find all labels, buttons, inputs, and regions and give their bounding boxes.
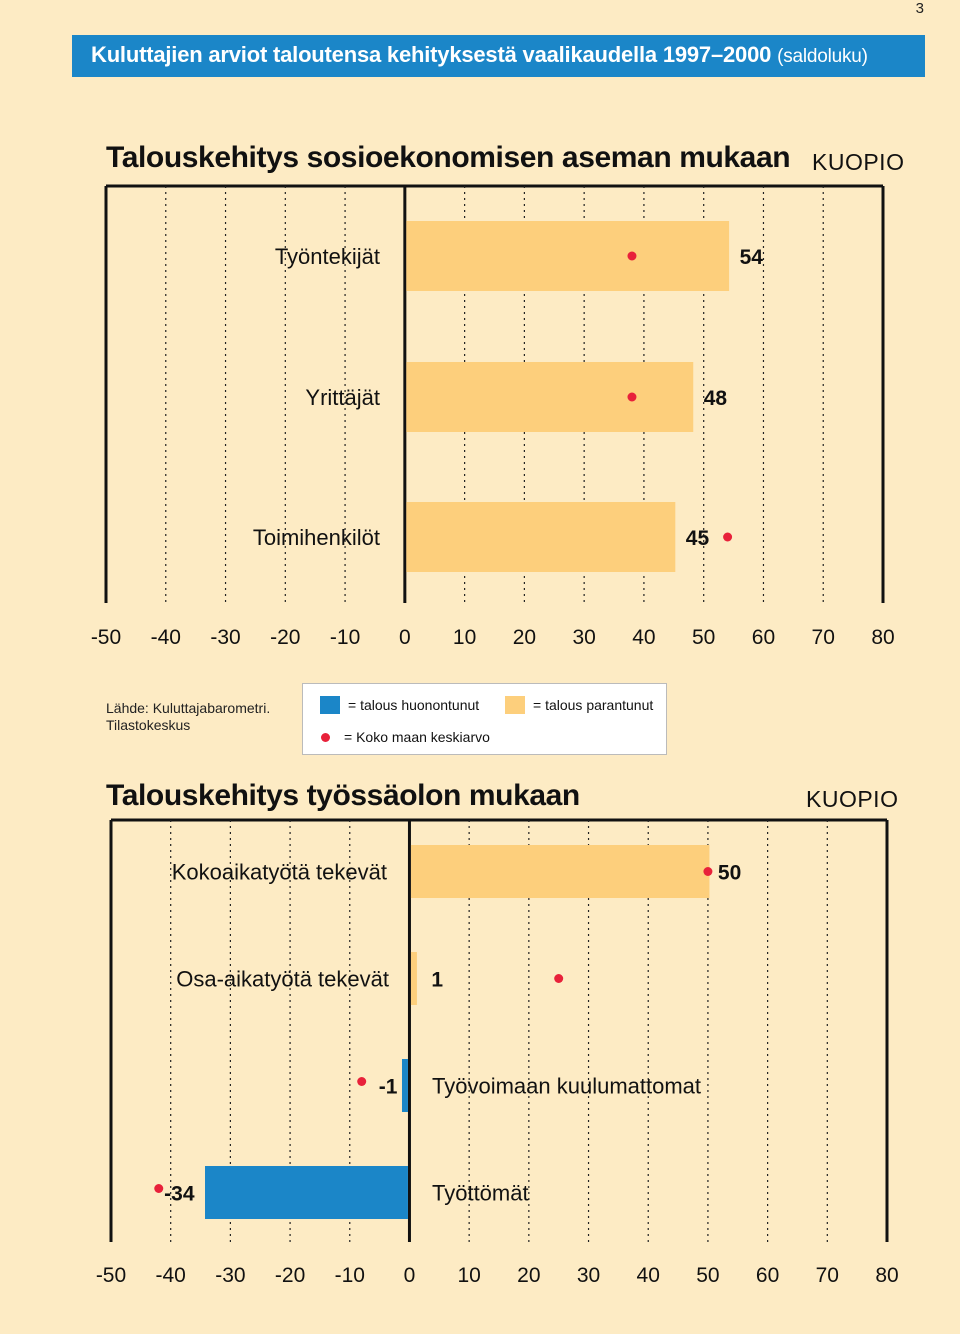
chart1-tick-label: 50 [692, 626, 715, 649]
legend-swatch-worsened [320, 696, 340, 714]
chart1-tick-label: 10 [453, 626, 476, 649]
chart1-value-label: 45 [686, 527, 710, 550]
source-line-1: Lähde: Kuluttajabarometri. [106, 700, 271, 716]
chart2-value-label: 50 [718, 862, 741, 885]
chart2-tick-label: 70 [816, 1264, 839, 1287]
chart2-average-dot [154, 1184, 164, 1193]
chart2-category-label: Kokoaikatyötä tekevät [172, 860, 387, 885]
chart1-tick-label: 0 [399, 626, 411, 649]
legend-item-improved: = talous parantunut [505, 696, 653, 714]
chart2-tick-label: 0 [404, 1264, 416, 1287]
chart1-bar [406, 362, 694, 432]
chart1-category-label: Työntekijät [275, 244, 380, 269]
chart2-average-dot [703, 867, 713, 876]
chart1-tick-label: 30 [572, 626, 595, 649]
chart2-tick-label: -30 [215, 1264, 245, 1287]
banner-suffix: (saldoluku) [777, 46, 868, 67]
chart1-average-dot [723, 532, 733, 542]
page-number: 3 [915, 0, 924, 17]
chart1-tick-label: -10 [330, 626, 360, 649]
chart1-value-label: 54 [740, 246, 764, 269]
source-line-2: Tilastokeskus [106, 717, 191, 733]
chart2-bar [205, 1166, 408, 1219]
chart2-value-label: -34 [164, 1183, 195, 1206]
legend-label-worsened: = talous huonontunut [348, 697, 480, 713]
chart1-average-dot [627, 392, 637, 402]
legend-item-worsened: = talous huonontunut [320, 696, 479, 714]
chart2-tick-label: -40 [156, 1264, 186, 1287]
chart2-value-label: 1 [431, 969, 443, 992]
chart2-title: Talouskehitys työssäolon mukaan [106, 779, 580, 812]
chart2-bar [401, 1059, 408, 1112]
legend-swatch-improved [505, 696, 525, 714]
chart2-category-label: Osa-aikatyötä tekevät [176, 967, 389, 992]
chart2-tick-label: -10 [335, 1264, 365, 1287]
chart1-tick-label: 80 [871, 626, 894, 649]
chart2-category-label: Työvoimaan kuulumattomat [432, 1074, 701, 1099]
chart1-tick-label: -50 [91, 626, 121, 649]
chart2-value-label: -1 [379, 1076, 398, 1099]
chart1-tick-label: -20 [270, 626, 300, 649]
chart1-region: KUOPIO [812, 149, 905, 175]
chart2-region: KUOPIO [806, 786, 899, 812]
chart1-tick-label: -40 [151, 626, 181, 649]
source-note: Lähde: Kuluttajabarometri. Tilastokeskus [106, 700, 296, 734]
chart1-category-label: Yrittäjät [305, 385, 380, 410]
chart1-bar [406, 221, 730, 291]
chart2-tick-label: 40 [637, 1264, 660, 1287]
chart1-tick-label: -30 [210, 626, 240, 649]
legend: = talous huonontunut = talous parantunut… [302, 683, 667, 755]
legend-label-average: = Koko maan keskiarvo [344, 729, 490, 745]
chart2-bar [410, 845, 710, 898]
chart1-title: Talouskehitys sosioekonomisen aseman muk… [106, 141, 791, 174]
chart1-average-dot [627, 251, 637, 261]
chart2-bar [410, 952, 417, 1005]
chart1-tick-label: 60 [752, 626, 775, 649]
chart2-average-dot [357, 1077, 367, 1086]
chart1-category-label: Toimihenkilöt [253, 525, 380, 550]
chart2-tick-label: 50 [696, 1264, 719, 1287]
chart2-tick-label: 10 [457, 1264, 480, 1287]
chart2-tick-label: 30 [577, 1264, 600, 1287]
chart2-tick-label: -20 [275, 1264, 305, 1287]
chart1-bar [406, 502, 676, 572]
chart2-category-label: Työttömät [432, 1181, 529, 1206]
chart1-tick-label: 20 [513, 626, 536, 649]
chart2-tick-label: 20 [517, 1264, 540, 1287]
page-banner: Kuluttajien arviot taloutensa kehitykses… [72, 35, 925, 77]
chart2-tick-label: 60 [756, 1264, 779, 1287]
legend-label-improved: = talous parantunut [533, 697, 654, 713]
chart1-tick-label: 40 [632, 626, 655, 649]
chart1-tick-label: 70 [812, 626, 835, 649]
legend-dot-average [321, 732, 330, 742]
chart1-value-label: 48 [704, 387, 728, 410]
chart2-tick-label: -50 [96, 1264, 126, 1287]
chart1-plot: -50 -40 -30 -20 -10 0 10 20 30 40 50 60 70 80 Työnteki… [91, 184, 895, 649]
banner-title: Kuluttajien arviot taloutensa kehitykses… [91, 42, 772, 67]
chart2-average-dot [554, 974, 564, 983]
chart2-tick-label: 80 [875, 1264, 898, 1287]
legend-item-average: = Koko maan keskiarvo [315, 729, 490, 745]
